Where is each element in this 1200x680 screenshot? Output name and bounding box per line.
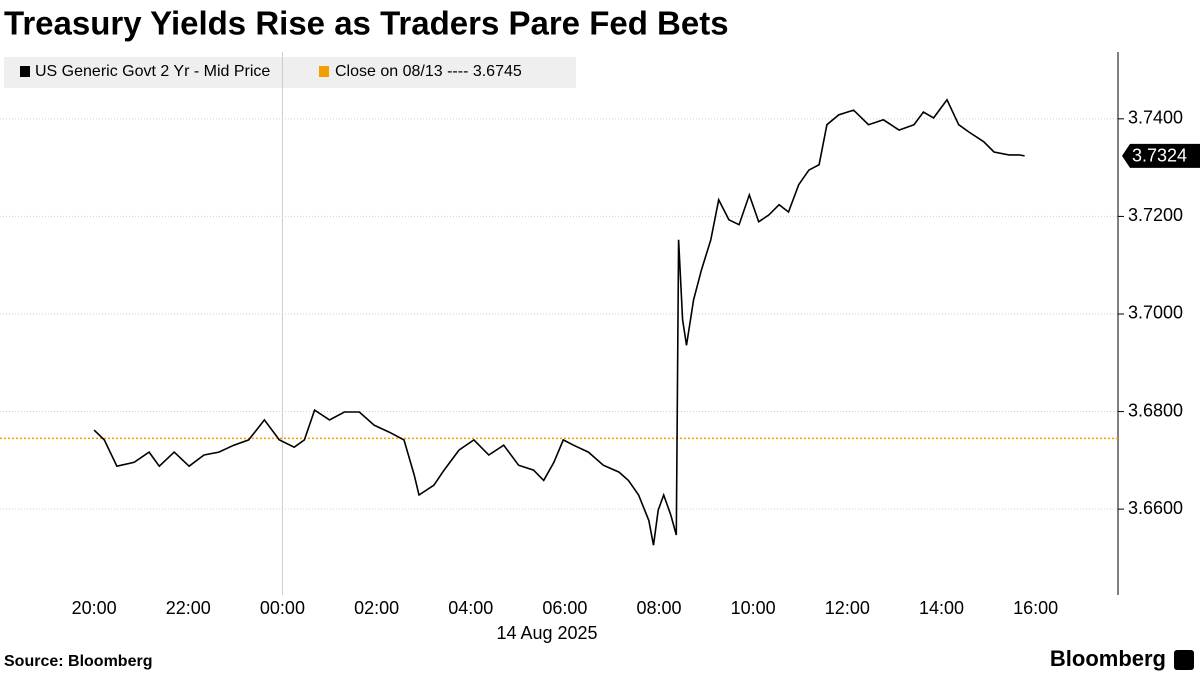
y-tick-label: 3.7400: [1128, 108, 1183, 128]
x-tick-label: 02:00: [354, 598, 399, 618]
x-tick-label: 04:00: [448, 598, 493, 618]
legend-label: US Generic Govt 2 Yr - Mid Price: [35, 63, 270, 80]
x-tick-label: 20:00: [72, 598, 117, 618]
y-tick-label: 3.7200: [1128, 205, 1183, 225]
legend-box: [4, 57, 576, 88]
y-tick-label: 3.6800: [1128, 400, 1183, 420]
date-label: 14 Aug 2025: [496, 623, 597, 643]
x-tick-label: 12:00: [825, 598, 870, 618]
brand-icon: [1174, 650, 1194, 670]
last-tag: [1122, 143, 1200, 168]
x-tick-label: 08:00: [637, 598, 682, 618]
x-tick-label: 06:00: [542, 598, 587, 618]
last-label: 3.7324: [1132, 146, 1187, 166]
legend-label: Close on 08/13 ---- 3.6745: [335, 63, 522, 80]
chart-title: Treasury Yields Rise as Traders Pare Fed…: [4, 5, 729, 42]
x-tick-label: 16:00: [1013, 598, 1058, 618]
brand: Bloomberg: [1050, 646, 1166, 671]
x-tick-label: 10:00: [731, 598, 776, 618]
y-tick-label: 3.7000: [1128, 303, 1183, 323]
legend-swatch: [20, 66, 30, 77]
x-tick-label: 22:00: [166, 598, 211, 618]
x-tick-label: 14:00: [919, 598, 964, 618]
line: [93, 98, 1025, 546]
source: Source: Bloomberg: [4, 653, 152, 670]
legend-swatch: [319, 66, 329, 77]
y-tick-label: 3.6600: [1128, 498, 1183, 518]
x-tick-label: 00:00: [260, 598, 305, 618]
